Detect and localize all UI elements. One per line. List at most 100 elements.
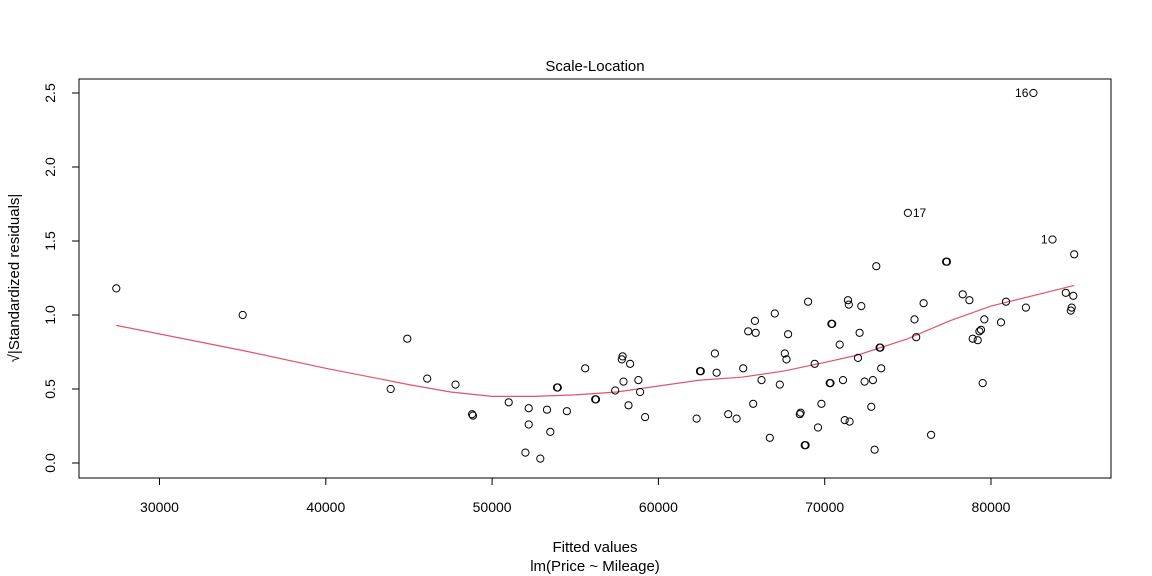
- y-tick-label: 1.5: [42, 231, 58, 251]
- data-point: [562, 407, 572, 416]
- data-point: [611, 386, 620, 395]
- data-point: [996, 318, 1006, 327]
- data-point: [403, 334, 412, 343]
- data-point: [744, 327, 753, 336]
- data-point: [634, 376, 643, 385]
- data-point: [581, 364, 590, 373]
- data-point: [877, 364, 886, 373]
- data-point: [903, 208, 913, 217]
- data-point: [855, 328, 864, 337]
- y-tick-label: 0.5: [42, 379, 58, 399]
- x-tick-label: 40000: [306, 499, 345, 515]
- point-label: 16: [1015, 86, 1029, 100]
- x-tick-label: 50000: [473, 499, 512, 515]
- data-point: [876, 343, 885, 352]
- data-point: [828, 319, 837, 328]
- data-point: [817, 399, 826, 408]
- data-point: [524, 404, 533, 413]
- x-tick-label: 70000: [805, 499, 844, 515]
- data-point: [978, 379, 987, 388]
- data-point: [804, 297, 813, 306]
- plot-frame: [78, 78, 1112, 479]
- data-point: [968, 334, 977, 343]
- data-point: [619, 377, 628, 386]
- data-point: [542, 405, 552, 414]
- data-point: [624, 401, 633, 410]
- data-point: [860, 377, 869, 386]
- data-point: [468, 410, 477, 419]
- data-point: [813, 423, 823, 432]
- data-point: [973, 336, 982, 345]
- data-point: [1021, 303, 1031, 312]
- data-point: [853, 353, 863, 362]
- x-tick-label: 80000: [972, 499, 1011, 515]
- y-tick-label: 2.0: [42, 157, 58, 177]
- data-point: [524, 420, 533, 429]
- data-point: [867, 402, 876, 411]
- data-point: [980, 315, 989, 324]
- data-point: [782, 355, 791, 364]
- data-point: [857, 302, 866, 311]
- data-point: [749, 399, 758, 408]
- data-point: [641, 413, 650, 422]
- data-point: [712, 368, 721, 377]
- data-point: [838, 376, 848, 385]
- data-point: [710, 349, 720, 358]
- data-point: [870, 445, 879, 454]
- smooth-line-group: [116, 284, 1075, 397]
- data-point: [591, 395, 601, 404]
- point-label: 1: [1041, 233, 1048, 247]
- point-label: 17: [913, 206, 927, 220]
- data-point: [826, 379, 835, 388]
- points-group: [112, 88, 1079, 463]
- data-point: [696, 367, 705, 376]
- y-axis: 0.0 0.5 1.0 1.5 2.0 2.5: [42, 83, 80, 473]
- data-point: [795, 410, 804, 419]
- x-tick-label: 60000: [639, 499, 678, 515]
- data-point: [976, 325, 986, 334]
- chart-subtitle: lm(Price ~ Mileage): [530, 558, 660, 575]
- x-tick-label: 30000: [140, 499, 179, 515]
- data-point: [1001, 297, 1011, 306]
- data-point: [1070, 250, 1079, 259]
- data-point: [775, 380, 784, 389]
- data-point: [423, 374, 432, 383]
- data-point: [927, 430, 936, 439]
- data-point: [840, 416, 849, 425]
- y-tick-label: 2.5: [42, 83, 58, 103]
- data-point: [810, 359, 819, 368]
- data-point: [1061, 288, 1070, 297]
- data-point: [910, 315, 919, 324]
- x-axis: 30000 40000 50000 60000 70000 80000: [140, 477, 1011, 515]
- data-point: [112, 284, 121, 293]
- data-point: [739, 364, 748, 373]
- data-point: [765, 433, 774, 442]
- data-point: [618, 352, 627, 361]
- data-point: [468, 411, 478, 420]
- data-point: [796, 408, 805, 417]
- data-point: [626, 359, 635, 368]
- data-point: [692, 414, 701, 423]
- data-point: [1048, 235, 1057, 244]
- data-point: [1067, 303, 1076, 312]
- x-axis-label: Fitted values: [552, 539, 637, 556]
- point-labels-group: 16 17 1: [913, 86, 1048, 247]
- data-point: [844, 300, 853, 309]
- data-point: [835, 340, 844, 349]
- data-point: [1029, 88, 1038, 98]
- data-point: [843, 296, 853, 305]
- y-tick-label: 0.0: [42, 453, 58, 473]
- data-point: [942, 257, 952, 266]
- data-point: [536, 454, 545, 463]
- data-point: [386, 384, 395, 394]
- y-axis-label: √|Standardized residuals|: [6, 194, 23, 363]
- data-point: [845, 417, 854, 426]
- data-point: [732, 414, 741, 423]
- data-point: [872, 262, 881, 271]
- data-point: [750, 316, 760, 325]
- data-point: [780, 349, 789, 358]
- data-point: [919, 299, 928, 308]
- data-point: [751, 328, 760, 337]
- data-point: [617, 355, 626, 364]
